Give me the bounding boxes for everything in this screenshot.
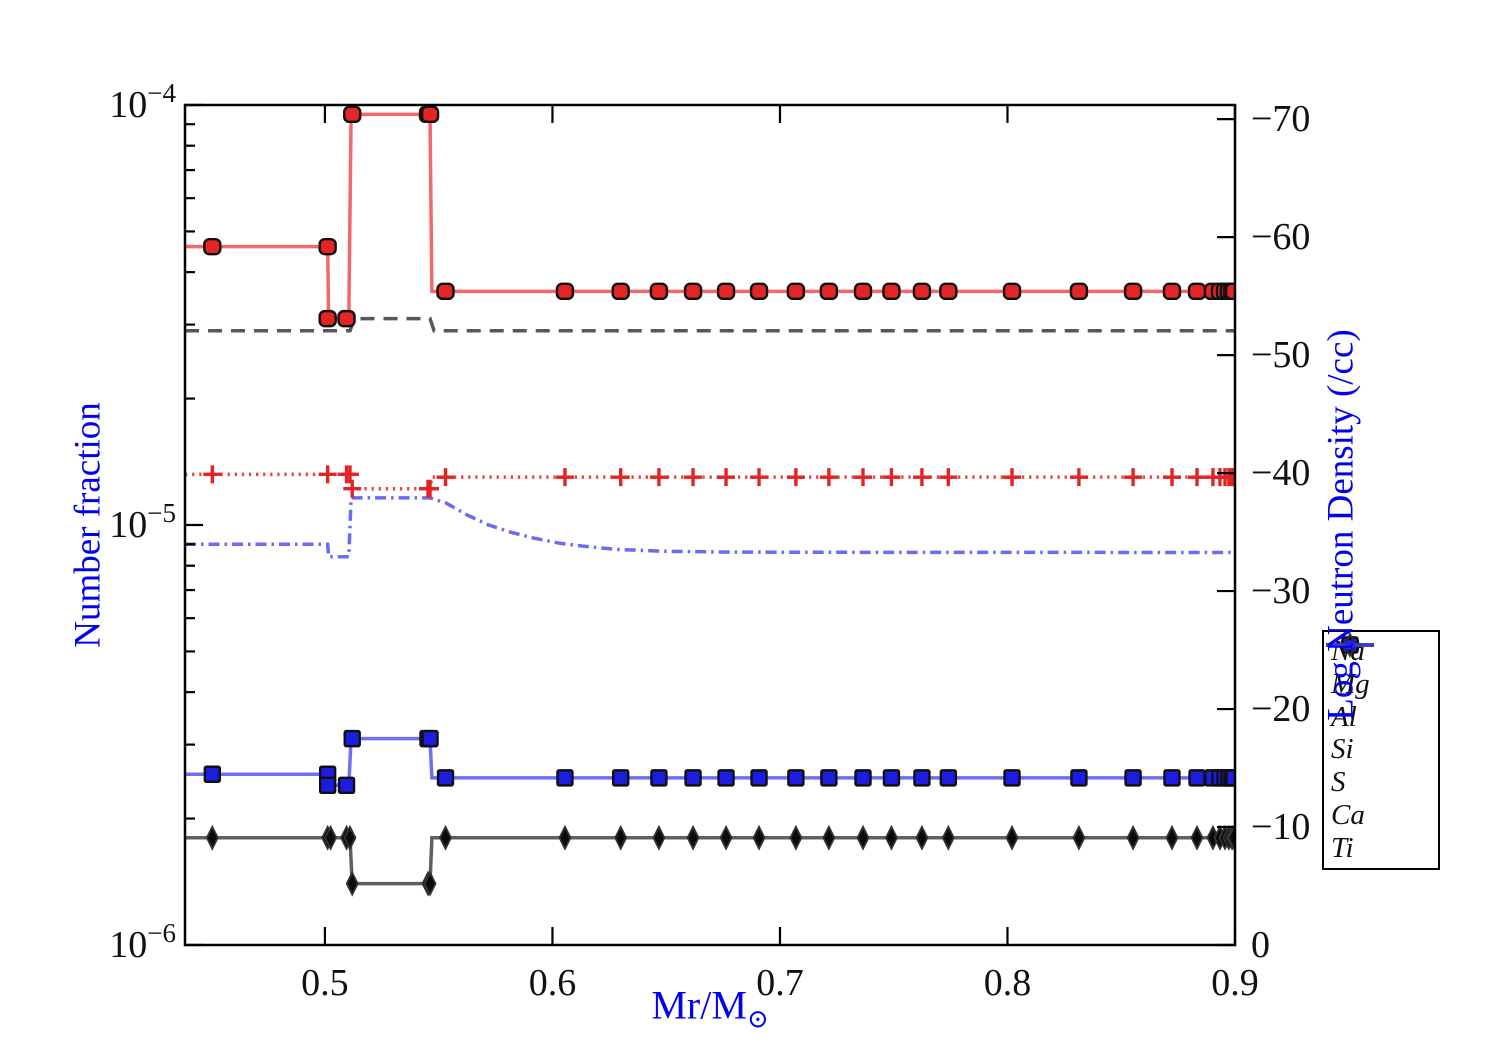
- y-right-tick-label: −60: [1251, 216, 1310, 258]
- x-axis-label: Mr/M⊙: [651, 982, 768, 1035]
- series-na-line: [185, 496, 1235, 559]
- axes-layer: 0.5 0.6 0.7 0.8 0.9 10−4 10−5 10−6 0 −10 −20 −30 −40…: [109, 78, 1310, 1004]
- y-left-tick-label: 10−6: [109, 918, 176, 966]
- x-tick-label-0.5: 0.5: [301, 962, 349, 1004]
- series-s-markers: [203, 465, 1235, 498]
- legend-entry-si: Si: [1326, 643, 1436, 766]
- legend-label-ca: Ca: [1331, 799, 1365, 832]
- marker-layer: [203, 105, 1235, 897]
- plot-frame: [183, 103, 1237, 947]
- series-layer: [185, 112, 1235, 886]
- series-si-line: [185, 316, 1235, 333]
- legend-entry-ti: Ti: [1326, 640, 1436, 864]
- legend-entry-ca: Ca: [1326, 632, 1436, 832]
- x-tick-label-0.9: 0.9: [1211, 962, 1259, 1004]
- series-al-markers: [203, 729, 1235, 795]
- legend-label-s: S: [1331, 766, 1346, 799]
- series-mg-line: [185, 112, 1235, 321]
- x-axis-label-main: Mr/M: [651, 982, 747, 1028]
- y-right-tick-label: −30: [1251, 570, 1310, 612]
- y-right-tick-label: −10: [1251, 806, 1310, 848]
- y-right-tick-label: −70: [1251, 98, 1310, 140]
- legend-entry-s: S: [1326, 636, 1436, 799]
- legend-label-mg: Mg: [1331, 667, 1370, 700]
- y-left-tick-label: 10−5: [109, 498, 176, 546]
- y-right-tick-label: 0: [1251, 924, 1270, 966]
- legend-box: NaMgAlSiSCaTi: [1322, 630, 1440, 870]
- y-right-tick-label: −50: [1251, 334, 1310, 376]
- y-axis-label-right: Log Neutron Density (/cc): [1320, 329, 1362, 721]
- legend-label-al: Al: [1331, 700, 1357, 733]
- y-right-tick-label: −20: [1251, 688, 1310, 730]
- y-axis-label-left: Number fraction: [67, 402, 109, 648]
- sun-symbol: ⊙: [746, 1004, 769, 1035]
- legend-label-ti: Ti: [1331, 831, 1354, 864]
- series-mg-markers: [203, 105, 1235, 328]
- series-ca-markers: [205, 824, 1235, 897]
- x-tick-label-0.6: 0.6: [529, 962, 577, 1004]
- legend-sample-ti-solid-line: [1326, 640, 1374, 650]
- y-right-tick-label: −40: [1251, 452, 1310, 494]
- x-tick-label-0.8: 0.8: [984, 962, 1032, 1004]
- y-left-tick-label: 10−4: [109, 78, 176, 126]
- x-tick-label-0.7: 0.7: [756, 962, 804, 1004]
- legend-label-si: Si: [1331, 733, 1354, 766]
